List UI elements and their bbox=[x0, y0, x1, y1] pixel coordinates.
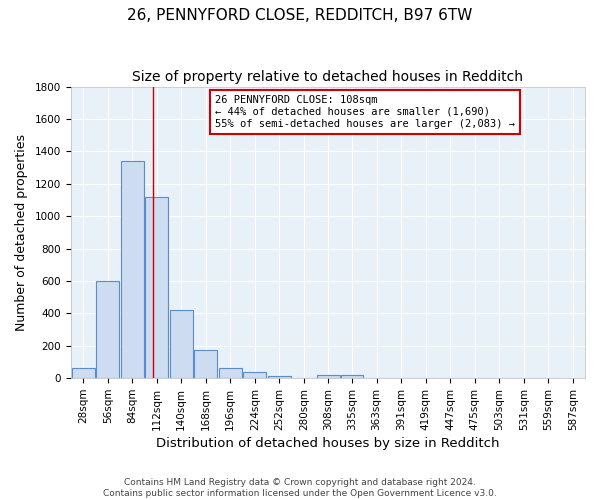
Bar bbox=[145, 196, 168, 378]
Text: Contains HM Land Registry data © Crown copyright and database right 2024.
Contai: Contains HM Land Registry data © Crown c… bbox=[103, 478, 497, 498]
Bar bbox=[97, 281, 119, 378]
Y-axis label: Number of detached properties: Number of detached properties bbox=[15, 134, 28, 331]
Bar bbox=[244, 372, 266, 378]
Bar bbox=[268, 376, 291, 378]
Bar bbox=[72, 368, 95, 378]
Bar bbox=[121, 161, 143, 378]
Bar bbox=[219, 368, 242, 378]
Bar bbox=[341, 375, 364, 378]
X-axis label: Distribution of detached houses by size in Redditch: Distribution of detached houses by size … bbox=[156, 437, 500, 450]
Text: 26, PENNYFORD CLOSE, REDDITCH, B97 6TW: 26, PENNYFORD CLOSE, REDDITCH, B97 6TW bbox=[127, 8, 473, 22]
Bar bbox=[194, 350, 217, 378]
Text: 26 PENNYFORD CLOSE: 108sqm
← 44% of detached houses are smaller (1,690)
55% of s: 26 PENNYFORD CLOSE: 108sqm ← 44% of deta… bbox=[215, 96, 515, 128]
Title: Size of property relative to detached houses in Redditch: Size of property relative to detached ho… bbox=[133, 70, 523, 84]
Bar bbox=[317, 375, 340, 378]
Bar bbox=[170, 310, 193, 378]
